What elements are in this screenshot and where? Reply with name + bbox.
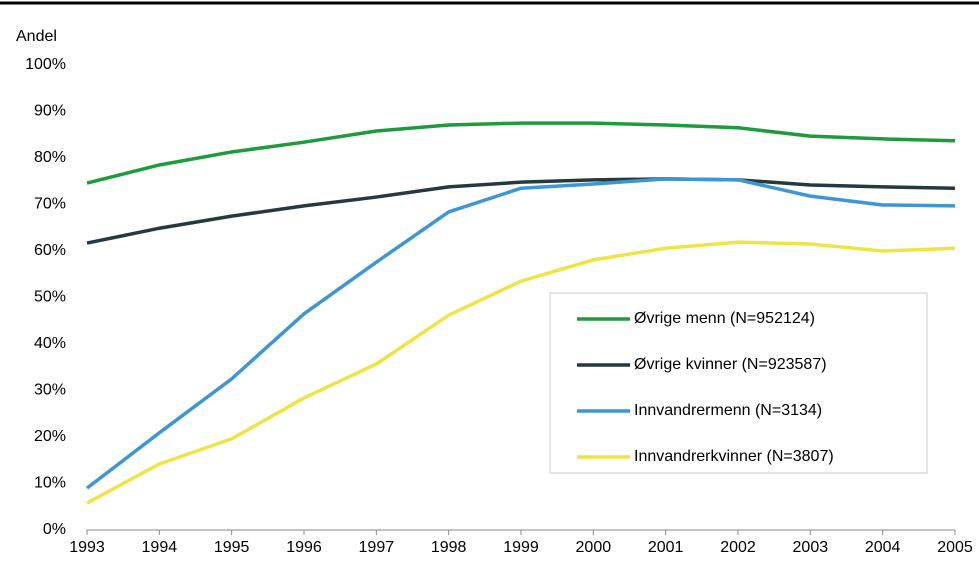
x-tick-label: 2003 bbox=[793, 539, 829, 556]
legend-label: Øvrige kvinner (N=923587) bbox=[634, 356, 827, 373]
x-tick-label: 2002 bbox=[720, 539, 756, 556]
series-line bbox=[85, 177, 956, 490]
x-tick-label: 2004 bbox=[865, 539, 901, 556]
y-tick-label: 70% bbox=[34, 196, 66, 213]
y-tick-label: 80% bbox=[34, 149, 66, 166]
y-tick-label: 40% bbox=[34, 335, 66, 352]
x-tick-label: 2001 bbox=[648, 539, 684, 556]
y-tick-label: 60% bbox=[34, 242, 66, 259]
y-tick-label: 90% bbox=[34, 103, 66, 120]
x-tick-label: 1999 bbox=[503, 539, 539, 556]
series-line bbox=[86, 177, 956, 245]
y-tick-label: 20% bbox=[34, 428, 66, 445]
series-line bbox=[86, 121, 956, 185]
x-tick-label: 1997 bbox=[359, 539, 395, 556]
legend-label: Øvrige menn (N=952124) bbox=[634, 310, 815, 327]
x-tick-label: 1995 bbox=[214, 539, 250, 556]
series-line bbox=[86, 240, 956, 505]
x-tick-label: 1996 bbox=[286, 539, 322, 556]
legend-label: Innvandrerkvinner (N=3807) bbox=[634, 448, 834, 465]
x-tick-label: 2005 bbox=[937, 539, 973, 556]
x-tick-label: 1998 bbox=[431, 539, 467, 556]
legend-label: Innvandrermenn (N=3134) bbox=[634, 402, 822, 419]
y-tick-label: 50% bbox=[34, 289, 66, 306]
x-tick-label: 1993 bbox=[69, 539, 105, 556]
y-tick-label: 10% bbox=[34, 475, 66, 492]
legend-box bbox=[549, 292, 928, 474]
y-axis-label: Andel bbox=[16, 28, 57, 45]
x-tick-label: 1994 bbox=[142, 539, 178, 556]
y-tick-label: 30% bbox=[34, 382, 66, 399]
x-tick-label: 2000 bbox=[576, 539, 612, 556]
y-tick-label: 100% bbox=[25, 56, 66, 73]
y-tick-label: 0% bbox=[43, 521, 66, 538]
